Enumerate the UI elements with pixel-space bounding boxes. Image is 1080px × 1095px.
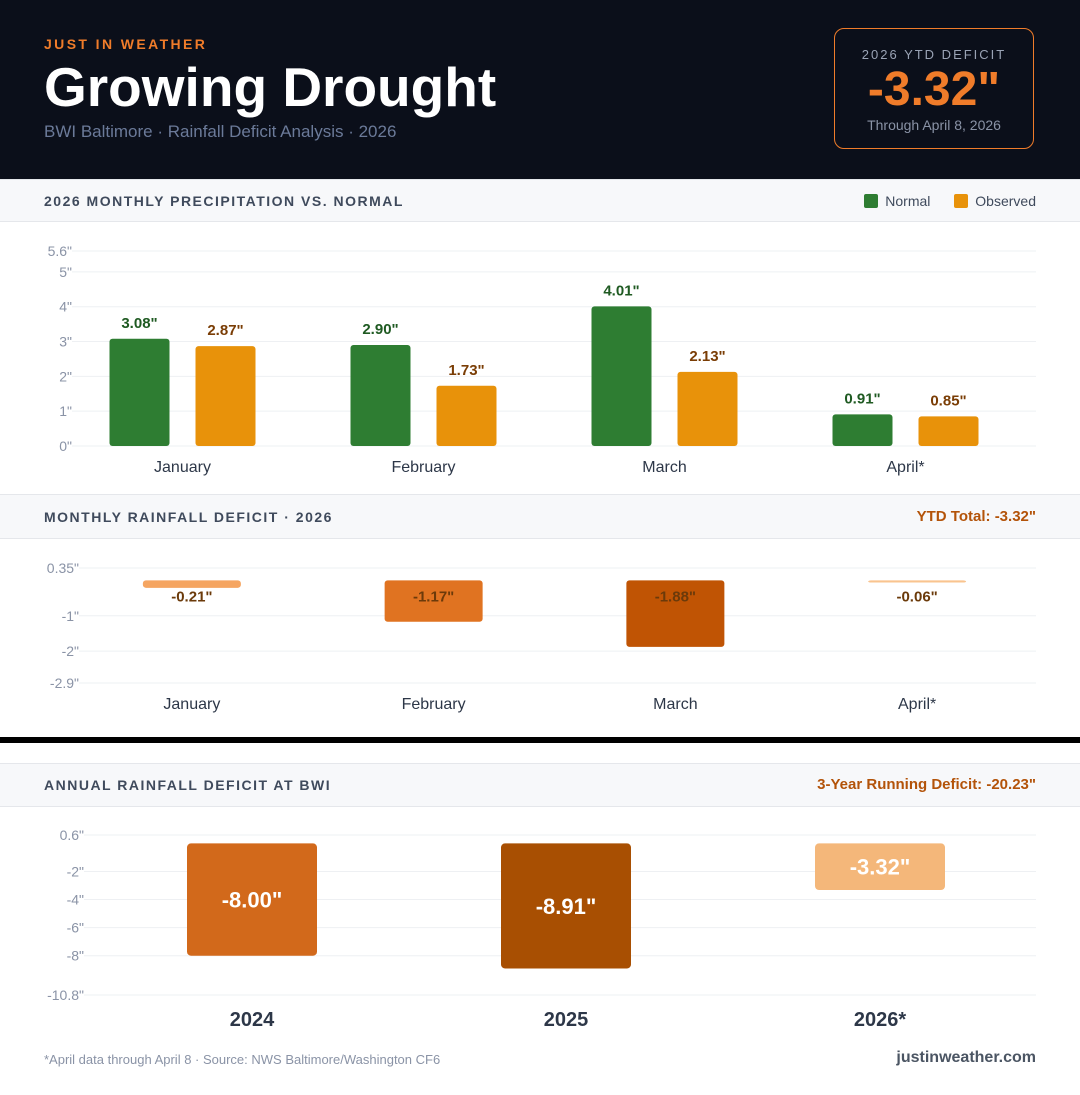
data-label-deficit-april: -0.06": [896, 588, 937, 605]
legend-item-normal: Normal: [864, 180, 930, 222]
legend-label-normal: Normal: [885, 193, 931, 209]
monthly-precip-chart: 0" 1" 2" 3" 4" 5" 5.6" 3.08" 2.87" January 2.90" 1.…: [48, 243, 1036, 476]
x-tick-label: February: [391, 459, 455, 476]
data-label-observed-april: 0.85": [930, 392, 966, 409]
x-tick-label: February: [402, 696, 466, 713]
bar-observed-january: [195, 346, 256, 446]
legend-swatch-normal: [864, 194, 879, 208]
x-tick-label: April*: [886, 459, 924, 476]
y-tick-label: -1": [62, 608, 79, 624]
x-tick-label: March: [642, 459, 686, 476]
annual-deficit-header: ANNUAL RAINFALL DEFICIT AT BWI 3-Year Ru…: [0, 763, 1080, 807]
data-label-observed-march: 2.13": [689, 348, 725, 365]
bar-annual-2024: [187, 843, 317, 956]
running-deficit: 3-Year Running Deficit: -20.23": [817, 776, 1036, 793]
bar-observed-february: [436, 385, 497, 446]
legend-swatch-observed: [954, 194, 969, 208]
y-tick-label: 2": [59, 368, 72, 384]
data-label-deficit-march: -1.88": [655, 588, 696, 605]
y-tick-label: -8": [67, 948, 84, 964]
ytd-deficit-card: 2026 YTD DEFICIT -3.32" Through April 8,…: [834, 28, 1034, 149]
bar-normal-march: [591, 306, 652, 446]
x-tick-label: 2024: [230, 1009, 275, 1031]
x-tick-label: January: [154, 459, 211, 476]
x-tick-label: 2026*: [854, 1009, 906, 1031]
header: JUST IN WEATHER Growing Drought BWI Balt…: [0, 0, 1080, 179]
page-title: Growing Drought: [44, 56, 497, 118]
monthly-precip-title: 2026 MONTHLY PRECIPITATION VS. NORMAL: [44, 193, 404, 209]
annual-deficit-chart: 0.6" -2" -4" -6" -8" -10.8" -8.00" 2024 -8.91" 20…: [47, 827, 1036, 1031]
data-label-annual-2026: -3.32": [850, 855, 911, 880]
data-label-annual-2024: -8.00": [222, 888, 283, 913]
y-tick-label: 1": [59, 403, 72, 419]
y-tick-label: -4": [67, 892, 84, 908]
monthly-precip-header: 2026 MONTHLY PRECIPITATION VS. NORMAL No…: [0, 179, 1080, 222]
annual-deficit-title: ANNUAL RAINFALL DEFICIT AT BWI: [44, 777, 332, 793]
y-tick-label: 0.6": [60, 827, 84, 843]
bar-deficit-february: [384, 580, 483, 622]
y-tick-label: 0": [59, 438, 72, 454]
brand-label: JUST IN WEATHER: [44, 36, 208, 52]
y-tick-label: -6": [67, 920, 84, 936]
data-label-observed-february: 1.73": [448, 362, 484, 379]
data-label-normal-april: 0.91": [844, 390, 880, 407]
monthly-deficit-chart: 0.35" -1" -2" -2.9" -0.21" January -1.17" Febru…: [47, 560, 1036, 713]
legend-item-observed: Observed: [954, 180, 1036, 222]
y-tick-label: 3": [59, 334, 72, 350]
ytd-total: YTD Total: -3.32": [916, 508, 1036, 525]
y-tick-label: 5": [59, 264, 72, 280]
footer-note: *April data through April 8 · Source: NW…: [44, 1052, 441, 1067]
ytd-label: 2026 YTD DEFICIT: [861, 47, 1007, 62]
page-subtitle: BWI Baltimore · Rainfall Deficit Analysi…: [44, 122, 397, 141]
ytd-value: -3.32": [867, 63, 1001, 116]
y-tick-label: -2": [67, 863, 84, 879]
x-tick-label: April*: [898, 696, 936, 713]
legend-label-observed: Observed: [975, 193, 1036, 209]
data-label-observed-january: 2.87": [207, 322, 243, 339]
bar-deficit-april: [868, 580, 967, 583]
section-divider: [0, 737, 1080, 743]
x-tick-label: 2025: [544, 1009, 589, 1031]
bar-deficit-march: [626, 580, 725, 647]
monthly-deficit-title: MONTHLY RAINFALL DEFICIT · 2026: [44, 509, 333, 525]
x-tick-label: March: [653, 696, 697, 713]
y-tick-label: 4": [59, 299, 72, 315]
bar-normal-february: [350, 345, 411, 446]
monthly-deficit-header: MONTHLY RAINFALL DEFICIT · 2026 YTD Tota…: [0, 494, 1080, 539]
bar-observed-march: [677, 371, 738, 446]
bar-annual-2026: [815, 843, 945, 891]
legend: Normal Observed: [844, 180, 1036, 222]
data-label-deficit-february: -1.17": [413, 588, 454, 605]
bar-normal-april: [832, 414, 893, 446]
bar-deficit-january: [142, 580, 241, 588]
data-label-deficit-january: -0.21": [171, 588, 212, 605]
data-label-normal-february: 2.90": [362, 321, 398, 338]
bar-normal-january: [109, 338, 170, 446]
y-tick-label: -2.9": [50, 675, 79, 691]
data-label-normal-january: 3.08": [121, 315, 157, 332]
ytd-date: Through April 8, 2026: [867, 117, 1001, 133]
y-tick-label: 0.35": [47, 560, 79, 576]
footer-site-link[interactable]: justinweather.com: [896, 1049, 1036, 1066]
y-tick-label: -2": [62, 643, 79, 659]
bar-observed-april: [918, 416, 979, 446]
data-label-normal-march: 4.01": [603, 282, 639, 299]
y-tick-label: -10.8": [47, 987, 84, 1003]
bar-annual-2025: [501, 843, 631, 969]
y-tick-label: 5.6": [48, 243, 72, 259]
data-label-annual-2025: -8.91": [536, 894, 597, 919]
x-tick-label: January: [163, 696, 220, 713]
